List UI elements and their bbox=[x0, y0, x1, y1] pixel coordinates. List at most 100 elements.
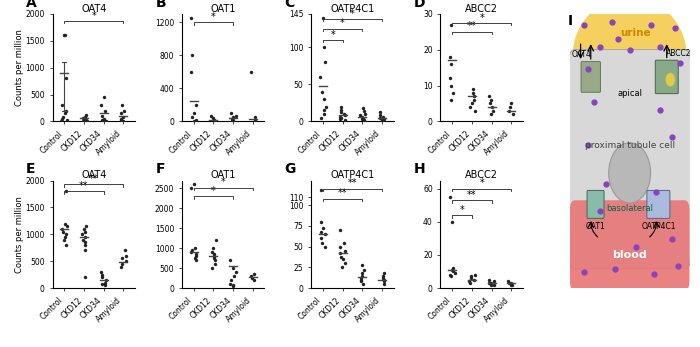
Point bbox=[336, 116, 347, 121]
Point bbox=[225, 277, 237, 283]
Point bbox=[78, 116, 89, 121]
FancyBboxPatch shape bbox=[658, 65, 665, 84]
Point bbox=[486, 97, 497, 103]
Point bbox=[77, 231, 88, 237]
FancyBboxPatch shape bbox=[622, 65, 629, 84]
Title: OATP4C1: OATP4C1 bbox=[330, 4, 374, 14]
Point bbox=[209, 253, 220, 259]
Point bbox=[248, 277, 260, 283]
Point bbox=[186, 247, 197, 253]
Point bbox=[316, 219, 327, 225]
FancyBboxPatch shape bbox=[585, 65, 592, 84]
Point bbox=[209, 261, 220, 267]
Point bbox=[377, 275, 388, 281]
Point bbox=[209, 117, 220, 122]
Point bbox=[318, 108, 330, 113]
Point bbox=[210, 237, 221, 243]
Point bbox=[208, 115, 219, 121]
Point bbox=[78, 237, 89, 243]
FancyBboxPatch shape bbox=[631, 65, 638, 84]
Title: OAT4: OAT4 bbox=[81, 4, 106, 14]
Point bbox=[228, 283, 239, 289]
FancyBboxPatch shape bbox=[647, 191, 670, 218]
Point bbox=[468, 94, 479, 99]
Text: proximal tubule cell: proximal tubule cell bbox=[584, 141, 675, 150]
Point bbox=[337, 264, 348, 270]
Point bbox=[466, 275, 477, 281]
Point bbox=[379, 281, 390, 287]
Point bbox=[355, 113, 366, 118]
Point bbox=[60, 234, 71, 240]
Point bbox=[319, 244, 330, 249]
Title: OATP4C1: OATP4C1 bbox=[330, 170, 374, 180]
FancyBboxPatch shape bbox=[612, 65, 620, 84]
Point bbox=[356, 275, 367, 281]
Ellipse shape bbox=[573, 0, 687, 112]
Point bbox=[96, 102, 107, 108]
Point bbox=[59, 237, 70, 243]
Text: OATP4C1: OATP4C1 bbox=[641, 222, 676, 231]
Point bbox=[190, 245, 201, 251]
Point bbox=[379, 277, 390, 282]
Text: **: ** bbox=[467, 190, 477, 200]
Point bbox=[229, 273, 240, 279]
Point bbox=[484, 280, 495, 286]
Point bbox=[79, 248, 90, 253]
Point bbox=[485, 282, 496, 287]
Point bbox=[100, 118, 111, 124]
Point bbox=[186, 15, 197, 21]
Point bbox=[486, 111, 497, 117]
Text: basolateral: basolateral bbox=[606, 204, 653, 213]
Point bbox=[484, 277, 495, 282]
Point bbox=[445, 83, 456, 88]
Text: *: * bbox=[480, 12, 484, 23]
Point bbox=[358, 105, 369, 111]
Point bbox=[209, 257, 220, 263]
Point bbox=[61, 231, 72, 237]
Point bbox=[60, 221, 71, 226]
Point bbox=[446, 97, 457, 103]
FancyBboxPatch shape bbox=[667, 65, 674, 84]
Point bbox=[335, 116, 346, 122]
Point bbox=[188, 110, 199, 116]
Point bbox=[468, 277, 480, 282]
Point bbox=[317, 240, 328, 245]
Text: Cortex: Cortex bbox=[0, 214, 1, 255]
Point bbox=[56, 116, 67, 121]
Point bbox=[78, 226, 90, 232]
Point bbox=[225, 281, 236, 287]
Point bbox=[116, 111, 127, 116]
Point bbox=[80, 234, 91, 240]
Point bbox=[357, 116, 368, 121]
Y-axis label: Counts per million: Counts per million bbox=[15, 29, 24, 106]
Point bbox=[81, 118, 92, 123]
Point bbox=[57, 114, 69, 120]
Point bbox=[356, 273, 368, 278]
Point bbox=[377, 274, 388, 279]
Point bbox=[60, 108, 71, 113]
Text: B: B bbox=[155, 0, 166, 10]
Point bbox=[447, 265, 458, 271]
Point bbox=[377, 118, 388, 124]
Text: apical: apical bbox=[617, 89, 642, 98]
Point bbox=[316, 229, 327, 235]
Text: *: * bbox=[340, 18, 345, 28]
Point bbox=[61, 76, 72, 81]
Ellipse shape bbox=[666, 73, 675, 86]
Point bbox=[206, 265, 217, 271]
Point bbox=[340, 113, 351, 118]
Point bbox=[78, 117, 90, 122]
Text: *: * bbox=[350, 9, 355, 19]
Text: **: ** bbox=[89, 174, 99, 184]
FancyBboxPatch shape bbox=[576, 65, 583, 84]
Point bbox=[80, 223, 91, 229]
Point bbox=[116, 264, 127, 269]
Point bbox=[60, 33, 71, 38]
Point bbox=[99, 282, 111, 288]
Point bbox=[485, 280, 496, 286]
Point bbox=[191, 253, 202, 259]
FancyBboxPatch shape bbox=[603, 65, 610, 84]
Text: OAT4: OAT4 bbox=[572, 50, 592, 59]
Title: ABCC2: ABCC2 bbox=[466, 4, 498, 14]
Point bbox=[116, 116, 127, 121]
